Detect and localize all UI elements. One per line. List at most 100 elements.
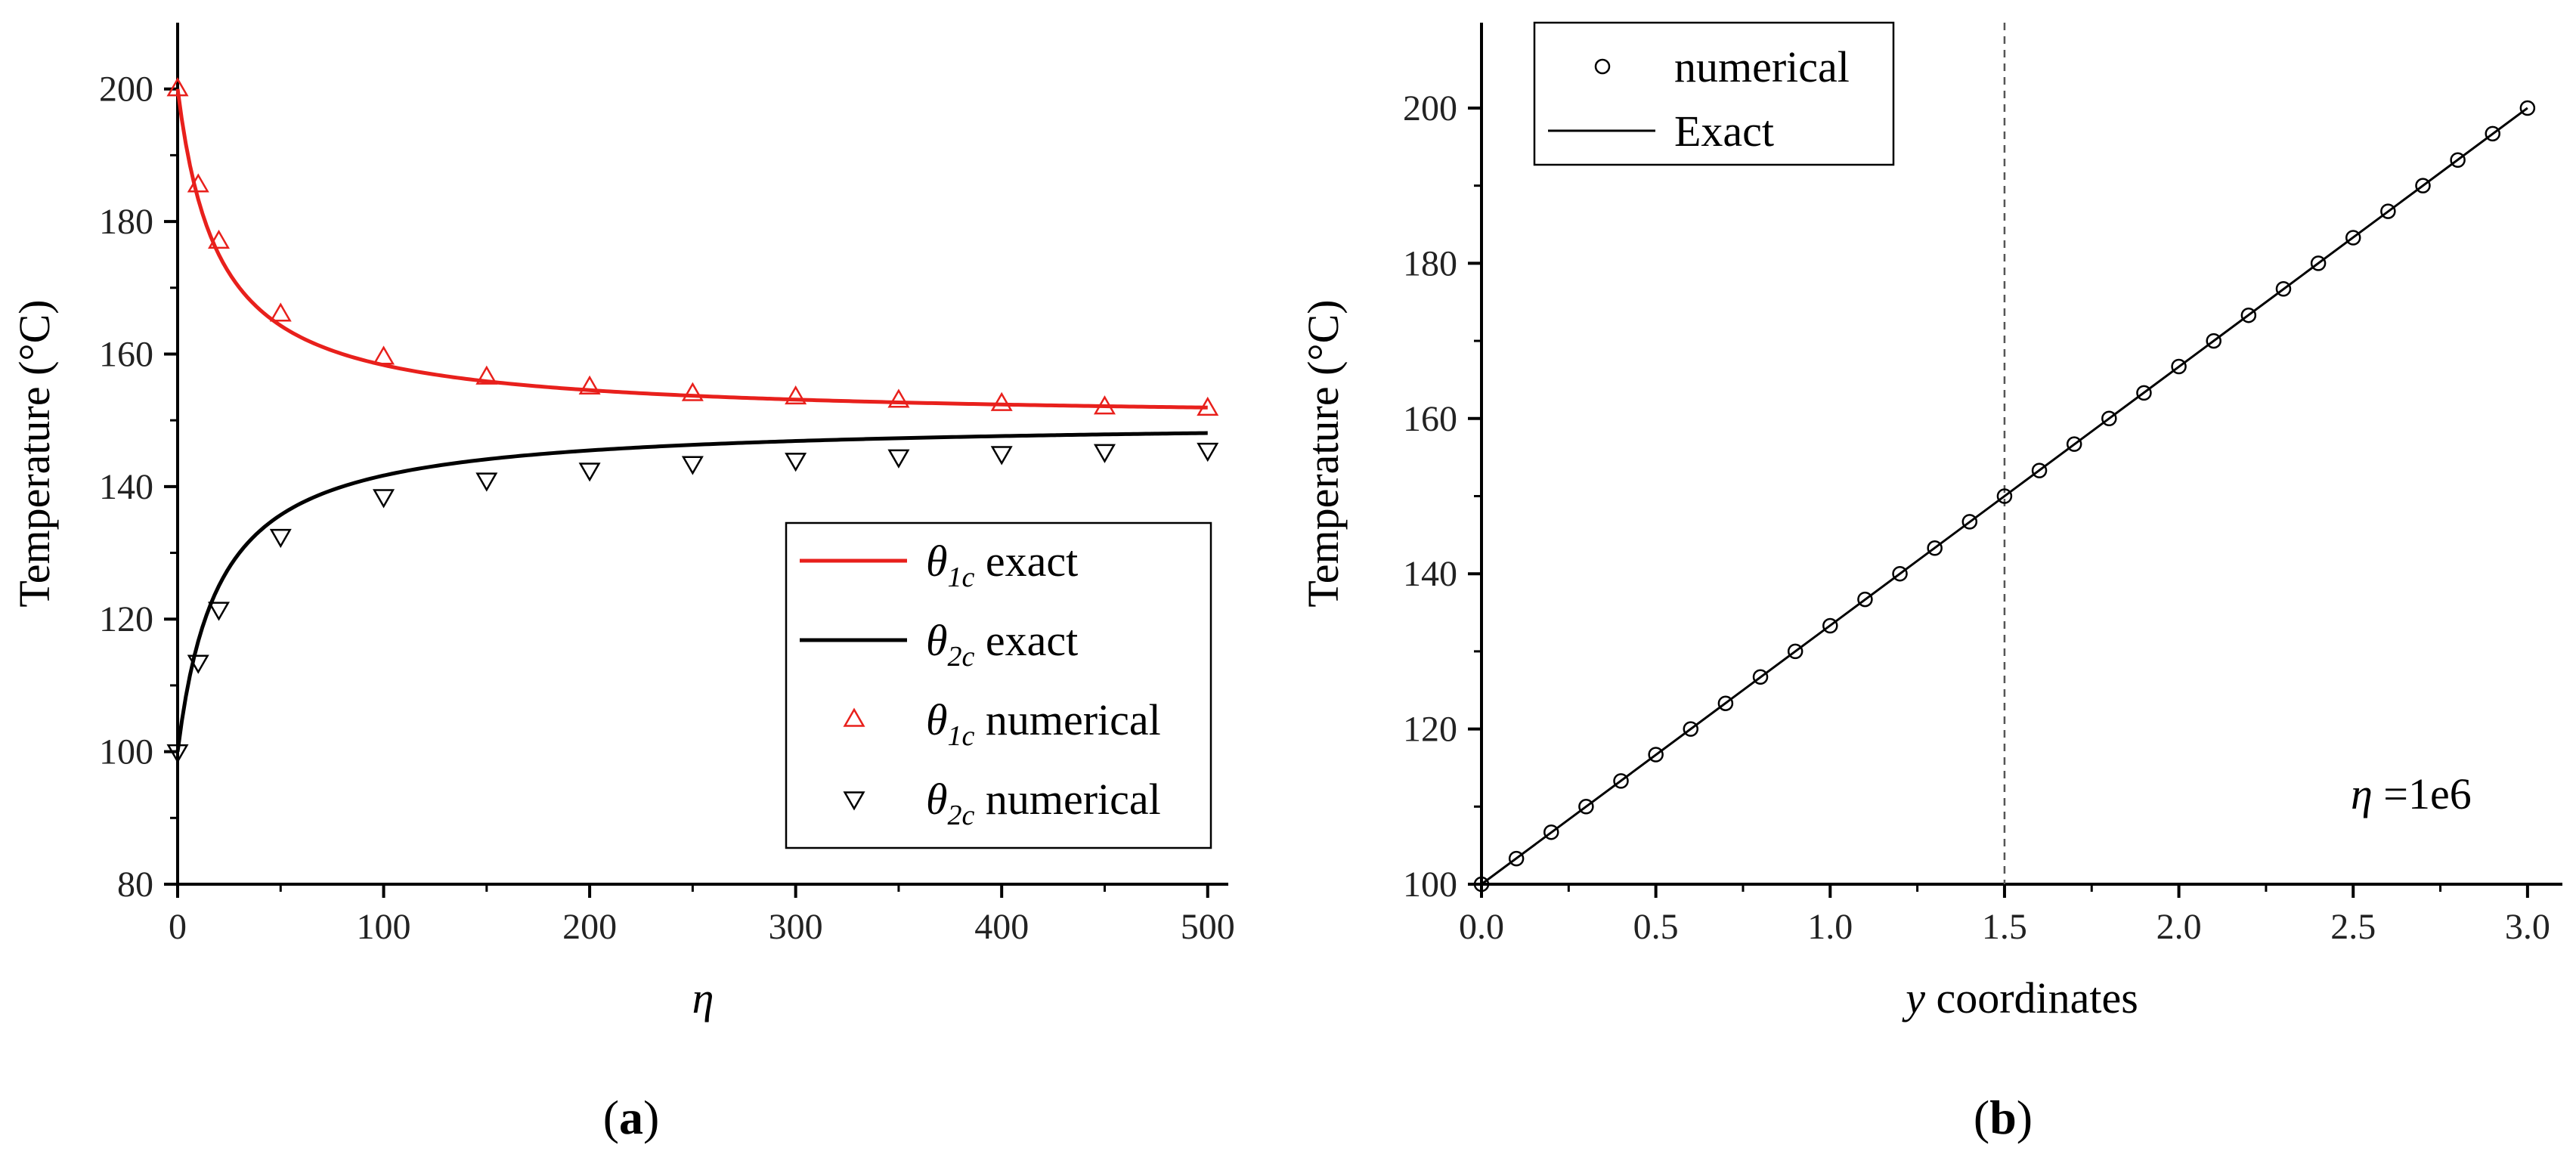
- x-tick-label: 500: [1181, 907, 1235, 947]
- data-point-triangle-up: [475, 365, 498, 385]
- data-point-circle: [1752, 669, 1769, 685]
- data-point-triangle-down: [475, 472, 498, 492]
- data-point-triangle-down: [1197, 442, 1219, 463]
- x-tick-label: 0: [169, 907, 187, 947]
- data-point-circle: [2380, 203, 2396, 219]
- data-point-triangle-down: [187, 654, 209, 674]
- data-point-circle: [1613, 773, 1629, 789]
- x-tick-label: 200: [562, 907, 617, 947]
- y-tick-label: 100: [1403, 865, 1457, 905]
- legend-swatch-circle: [1594, 58, 1611, 75]
- series-line-0: [1481, 107, 2528, 886]
- x-tick-label: 0.0: [1459, 907, 1504, 947]
- data-point-circle: [1857, 591, 1873, 608]
- legend-entry-label: numerical: [1674, 42, 1850, 91]
- legend-entry-label: θ1c numerical: [926, 695, 1161, 752]
- data-point-circle: [2206, 333, 2221, 349]
- data-point-triangle-up: [1197, 396, 1219, 416]
- data-point-circle: [2171, 358, 2187, 375]
- y-tick-label: 160: [1403, 399, 1457, 439]
- legend-entry-label: θ2c numerical: [926, 775, 1161, 831]
- data-point-circle: [2485, 125, 2500, 142]
- legend-entry-label: Exact: [1674, 107, 1774, 156]
- series-line-0: [175, 88, 1208, 410]
- data-point-circle: [2136, 385, 2152, 401]
- legend-entry-label: θ2c exact: [926, 616, 1078, 673]
- legend-box: [1533, 21, 1895, 166]
- x-axis-label: η: [692, 973, 714, 1023]
- chart-panel-b: 0.0 0.5 1.0 1.5 2.0 2.5 3.0 100 120 140 160 180 200 T…: [1299, 21, 2562, 1144]
- y-tick-label: 200: [99, 70, 153, 110]
- data-point-circle: [2345, 230, 2361, 246]
- y-tick-label: 140: [1403, 554, 1457, 594]
- data-point-circle: [2275, 281, 2292, 297]
- data-point-circle: [1578, 799, 1594, 815]
- legend-swatch-triangle-down: [843, 791, 865, 811]
- data-point-circle: [1508, 850, 1525, 867]
- data-point-triangle-up: [578, 375, 601, 395]
- x-tick-label: 400: [974, 907, 1029, 947]
- data-point-triangle-up: [269, 302, 292, 322]
- y-axis-label: Temperature (°C): [10, 299, 59, 607]
- x-tick-label: 100: [357, 907, 411, 947]
- y-tick-label: 180: [1403, 243, 1457, 283]
- data-point-triangle-up: [207, 229, 231, 249]
- legend-swatch-triangle-up: [843, 707, 865, 727]
- data-point-circle: [1961, 514, 1978, 530]
- data-point-circle: [1473, 876, 1490, 893]
- panel-caption: (a): [603, 1091, 660, 1144]
- data-point-circle: [1822, 617, 1838, 634]
- x-tick-label: 0.5: [1633, 907, 1679, 947]
- data-point-circle: [1648, 747, 1664, 763]
- data-point-triangle-down: [990, 446, 1013, 466]
- data-point-triangle-down: [207, 602, 231, 621]
- data-point-triangle-down: [785, 453, 807, 472]
- data-point-triangle-up: [373, 345, 395, 365]
- data-point-triangle-up: [887, 388, 910, 408]
- chart-panel-a: 0 100 200 300 400 500 80 100 120 140 160 180 200 Temp…: [10, 23, 1235, 1144]
- data-point-triangle-up: [1093, 395, 1116, 415]
- y-tick-label: 120: [1403, 710, 1457, 750]
- data-point-circle: [2066, 436, 2082, 452]
- data-point-triangle-down: [578, 463, 601, 482]
- y-tick-label: 140: [99, 467, 153, 507]
- data-point-circle: [2031, 463, 2048, 478]
- data-point-triangle-down: [373, 489, 395, 509]
- y-tick-label: 80: [117, 865, 153, 905]
- data-point-triangle-down: [681, 456, 704, 475]
- series-line-1: [175, 431, 1208, 752]
- data-point-triangle-down: [887, 449, 910, 469]
- data-point-circle: [1892, 565, 1908, 582]
- x-tick-label: 2.0: [2156, 907, 2202, 947]
- y-tick-label: 120: [99, 599, 153, 639]
- data-point-circle: [2450, 152, 2466, 169]
- legend-entry-label: θ1c exact: [926, 537, 1078, 593]
- data-point-circle: [1787, 643, 1804, 660]
- data-point-triangle-up: [187, 173, 209, 193]
- data-point-circle: [2519, 100, 2536, 116]
- y-tick-label: 100: [99, 732, 153, 772]
- data-point-circle: [2240, 307, 2257, 323]
- x-tick-label: 2.5: [2330, 907, 2376, 947]
- data-point-circle: [2101, 410, 2117, 427]
- x-tick-label: 3.0: [2505, 907, 2550, 947]
- data-point-circle: [1683, 721, 1699, 737]
- data-point-circle: [2415, 178, 2431, 193]
- data-point-triangle-up: [166, 77, 189, 97]
- x-tick-label: 1.5: [1982, 907, 2027, 947]
- data-point-triangle-up: [681, 382, 704, 401]
- y-tick-label: 180: [99, 202, 153, 242]
- y-tick-label: 160: [99, 334, 153, 374]
- data-point-triangle-down: [1093, 444, 1116, 463]
- legend-box: [785, 521, 1212, 849]
- data-point-triangle-up: [990, 391, 1013, 411]
- eta-annotation: η =1e6: [2351, 769, 2472, 818]
- panel-caption: (b): [1974, 1091, 2033, 1144]
- data-point-triangle-up: [785, 385, 807, 405]
- data-point-circle: [1996, 488, 2013, 504]
- x-tick-label: 300: [769, 907, 823, 947]
- data-point-circle: [1543, 824, 1559, 840]
- y-axis-label: Temperature (°C): [1299, 299, 1348, 607]
- data-point-circle: [2310, 255, 2327, 271]
